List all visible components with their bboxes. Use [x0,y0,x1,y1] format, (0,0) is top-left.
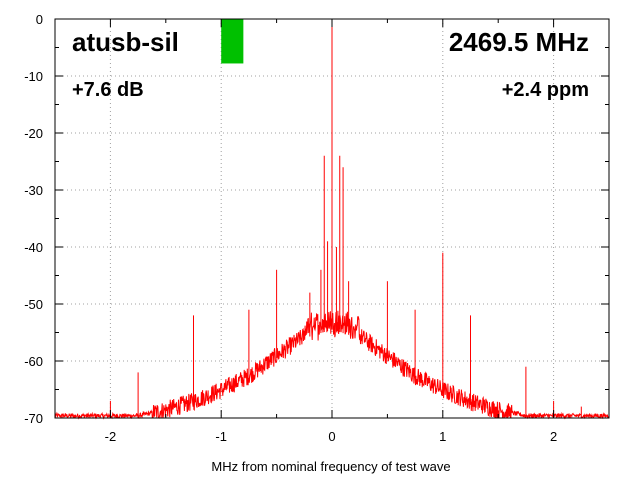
x-tick-label-0: -2 [105,429,117,444]
y-tick-label-5: -50 [24,297,43,312]
level-indicator-bar [221,19,244,64]
x-tick-label-2: 0 [328,429,335,444]
x-tick-label-3: 1 [439,429,446,444]
y-tick-label-1: -10 [24,69,43,84]
y-axis-tick-labels: 0 -10 -20 -30 -40 -50 -60 -70 [24,12,43,426]
x-axis-title: MHz from nominal frequency of test wave [211,459,450,474]
device-name-label: atusb-sil [72,27,179,57]
power-label: +7.6 dB [72,79,144,101]
axis-ticks [54,18,610,419]
frequency-label: 2469.5 MHz [449,27,589,57]
y-tick-label-2: -20 [24,126,43,141]
y-tick-label-3: -30 [24,183,43,198]
x-axis-tick-labels: -2 -1 0 1 2 [105,429,558,444]
ppm-offset-label: +2.4 ppm [502,79,589,101]
y-tick-label-6: -60 [24,354,43,369]
y-tick-label-0: 0 [36,12,43,27]
y-tick-label-4: -40 [24,240,43,255]
x-tick-label-1: -1 [215,429,227,444]
x-tick-label-4: 2 [550,429,557,444]
y-tick-label-7: -70 [24,411,43,426]
